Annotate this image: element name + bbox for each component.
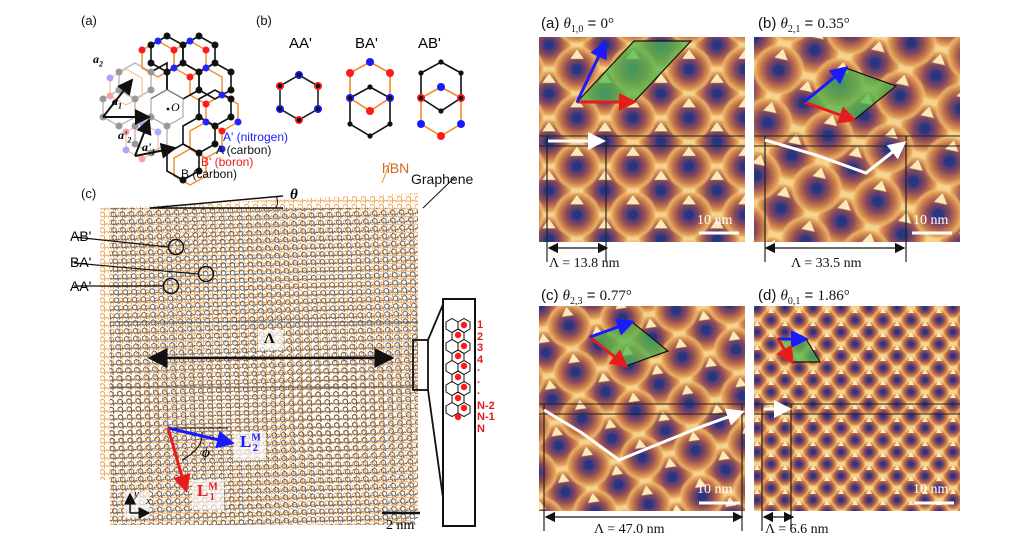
moire-potential-map-c <box>539 306 745 531</box>
lambda-value-d: Λ = 6.6 nm <box>765 522 829 537</box>
legend-boron: B' (boron) <box>201 155 254 169</box>
legend-nitrogen: A' (nitrogen) <box>223 130 288 144</box>
lambda-value-a: Λ = 13.8 nm <box>549 256 620 271</box>
vector-a2-prime-label: a'2 <box>118 128 132 145</box>
scale-label-a: 10 nm <box>697 213 733 228</box>
origin-label: O <box>171 100 180 114</box>
axis-x-label: x <box>146 495 151 507</box>
moire-panel-b-title: (b) θ2,1 = 0.35° <box>758 15 850 35</box>
panel-b-label: (b) <box>256 13 272 28</box>
L2-moire-vector-label: LM2 <box>240 432 261 455</box>
theta-label: θ <box>290 187 298 203</box>
stacking-ab-title: AB' <box>418 35 441 52</box>
stacking-ba-label: BA' <box>70 254 92 270</box>
panel-c-label: (c) <box>81 186 97 201</box>
moire-panel-d-title: (d) θ0,1 = 1.86° <box>758 287 850 307</box>
vector-a2-label: a2 <box>93 52 103 69</box>
stacking-ab-label: AB' <box>70 228 92 244</box>
stacking-aa-label: AA' <box>70 278 92 294</box>
lambda-value-b: Λ = 33.5 nm <box>791 256 862 271</box>
L1-moire-vector-label: LM1 <box>197 481 218 504</box>
phi-label: ϕ <box>202 445 210 461</box>
scale-label-b: 10 nm <box>913 213 949 228</box>
moire-potential-map-b <box>754 37 960 262</box>
moire-potential-map-d <box>754 306 960 531</box>
axis-y-label: y <box>134 488 139 500</box>
lambda-value-c: Λ = 47.0 nm <box>594 522 665 537</box>
moire-panel-a-title: (a) θ1,0 = 0° <box>541 15 614 35</box>
legend-carbon-b: B (carbon) <box>181 167 238 181</box>
scale-label-c: 10 nm <box>697 482 733 497</box>
lattice-overlay-diagram <box>99 32 242 186</box>
graphene-label: Graphene <box>411 171 474 187</box>
moire-panel-c-title: (c) θ2,3 = 0.77° <box>541 287 632 307</box>
legend-carbon-a: A (carbon) <box>216 143 272 157</box>
stacking-aa-title: AA' <box>289 35 312 52</box>
vector-a1-label: a1 <box>112 94 122 111</box>
vector-a1-prime-label: a'1 <box>142 140 156 157</box>
moire-potential-map-a <box>539 37 745 262</box>
heterostructure-lattice <box>73 161 456 525</box>
stacking-ba-title: BA' <box>355 35 378 52</box>
stacking-diagrams <box>276 58 465 140</box>
scale-label-d: 10 nm <box>913 482 949 497</box>
panel-a-label: (a) <box>81 13 97 28</box>
scale-bar-label: 2 nm <box>386 518 415 533</box>
ribbon-inset <box>442 298 476 527</box>
lambda-label: Λ <box>264 331 275 347</box>
